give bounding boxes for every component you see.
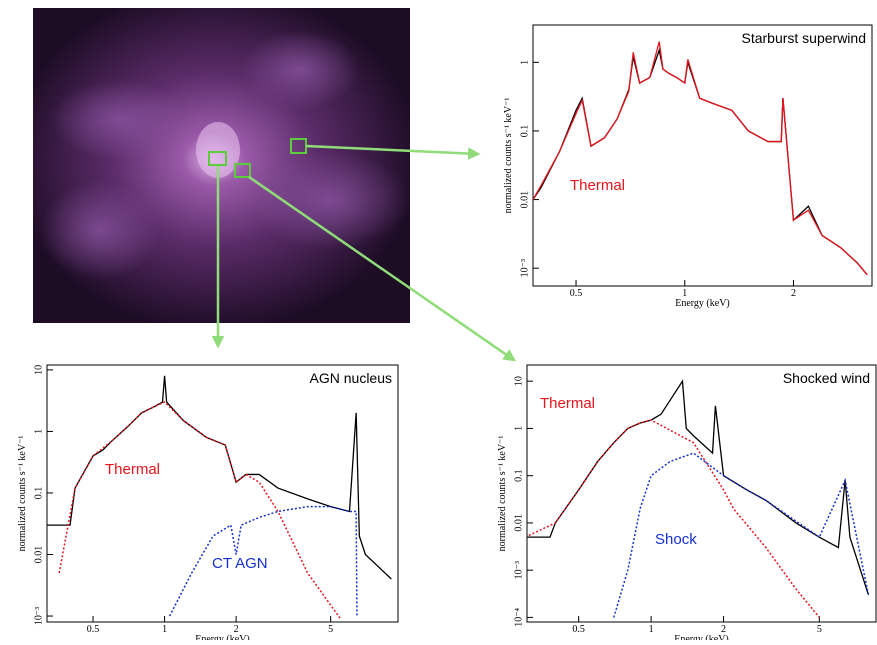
spectrum-line (533, 41, 868, 276)
plot-frame (526, 364, 877, 623)
y-tick-label: 1 (513, 426, 524, 431)
series-group (47, 375, 392, 620)
x-tick-label: 0.5 (87, 624, 100, 635)
x-tick-label: 2 (791, 288, 796, 299)
series-label: Thermal (540, 395, 595, 412)
panel-title-bg (737, 28, 868, 48)
x-tick-label: 5 (328, 624, 333, 635)
arrows (211, 144, 517, 362)
spectrum-line (47, 375, 392, 580)
spectrum-line (58, 401, 342, 620)
series-label: Thermal (570, 177, 625, 194)
series-label: Thermal (105, 461, 160, 478)
x-axis-label: Energy (keV) (674, 634, 729, 640)
spectrum-line (527, 419, 820, 618)
panel-title: Shocked wind (783, 370, 870, 386)
x-tick-label: 0.5 (570, 288, 583, 299)
x-tick-label: 1 (649, 624, 654, 635)
y-tick-label: 0.01 (33, 546, 44, 564)
series-group (533, 41, 868, 276)
spectrum-line (527, 379, 870, 596)
y-axis-label: normalized counts s⁻¹ keV⁻¹ (503, 98, 514, 214)
series-group (527, 379, 870, 618)
x-axis-label: Energy (keV) (195, 634, 250, 640)
y-tick-label: 10 (33, 365, 44, 375)
y-tick-label: 0.1 (513, 469, 524, 482)
y-tick-label: 0.1 (519, 125, 530, 138)
xray-image (33, 8, 410, 323)
x-tick-label: 5 (817, 624, 822, 635)
y-tick-label: 10⁻³ (519, 259, 530, 277)
y-tick-label: 0.01 (519, 191, 530, 209)
x-tick-label: 0.5 (572, 624, 585, 635)
panel-title: AGN nucleus (310, 370, 392, 386)
regions (208, 138, 307, 178)
series-label: CT AGN (212, 555, 268, 572)
series-label: Shock (655, 531, 697, 548)
y-axis-label: normalized counts s⁻¹ keV⁻¹ (17, 436, 28, 552)
y-tick-label: 0.1 (33, 487, 44, 500)
spectrum-line (533, 47, 868, 276)
y-tick-label: 1 (33, 429, 44, 434)
plot-frame (46, 364, 399, 623)
y-tick-label: 10⁻⁴ (513, 608, 524, 627)
spectrum-line (613, 452, 870, 618)
panel-title: Starburst superwind (741, 30, 866, 46)
x-tick-label: 1 (682, 288, 687, 299)
y-tick-label: 1 (519, 60, 530, 65)
y-tick-label: 10 (513, 376, 524, 386)
panel-title-bg (778, 368, 872, 388)
x-tick-label: 2 (721, 624, 726, 635)
panel-title-bg (305, 368, 394, 388)
y-tick-label: 10⁻³ (33, 607, 44, 625)
y-axis-label: normalized counts s⁻¹ keV⁻¹ (497, 436, 508, 552)
plot-frame (532, 24, 873, 287)
y-tick-label: 10⁻³ (513, 561, 524, 579)
y-tick-label: 0.01 (513, 514, 524, 532)
x-axis-label: Energy (keV) (675, 298, 730, 309)
x-tick-label: 1 (162, 624, 167, 635)
x-tick-label: 2 (234, 624, 239, 635)
